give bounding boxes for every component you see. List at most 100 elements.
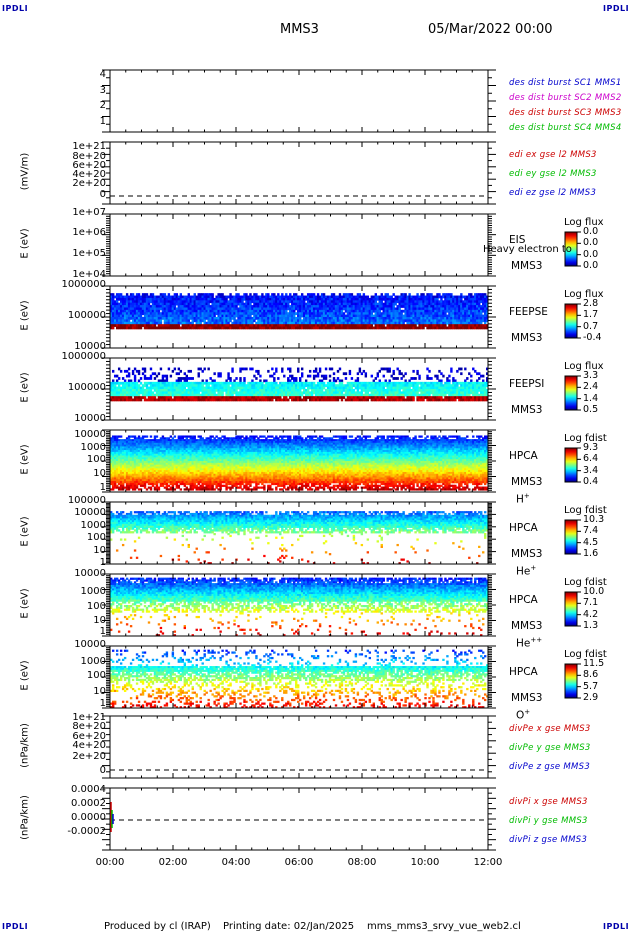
y-axis-label: E (eV) <box>19 588 31 619</box>
colorbar-value: 7.4 <box>583 525 599 537</box>
ytick-label: 10 <box>93 685 106 697</box>
colorbar-value: 2.4 <box>583 381 599 393</box>
ytick-label: 10000 <box>74 413 106 424</box>
legend-entry: edi ey gse l2 MMS3 <box>509 169 597 179</box>
panel-ticks <box>102 645 496 709</box>
date-title: 05/Mar/2022 00:00 <box>428 22 553 37</box>
corner-label-top-left: IPDLI <box>2 4 29 13</box>
ytick-label: 3 <box>99 84 106 96</box>
colorbar-value: 8.6 <box>583 669 599 681</box>
hpca-hepp-spectrogram <box>110 577 489 637</box>
colorbar <box>564 591 578 627</box>
colorbar-value: 0.7 <box>583 320 599 332</box>
instrument-label: HPCA <box>509 450 538 462</box>
footer-filename: mms_mms3_srvy_vue_web2.cl <box>367 921 521 932</box>
ytick-label: 10000 <box>74 507 106 519</box>
panel-ticks <box>102 69 496 133</box>
colorbar-value: 4.2 <box>583 608 599 620</box>
legend-entry: des dist burst SC2 MMS2 <box>509 93 622 103</box>
ytick-label: 1000000 <box>61 279 106 290</box>
panel-ticks <box>102 213 496 277</box>
legend-entry: edi ez gse l2 MMS3 <box>509 188 597 198</box>
ytick-label: 1e+04 <box>72 269 106 280</box>
colorbar-title: Log fdist <box>564 577 607 588</box>
spacecraft-label: MMS3 <box>511 476 543 488</box>
species-label: He++ <box>516 636 543 650</box>
ytick-label: 1e+05 <box>72 247 106 259</box>
ytick-label: 1 <box>99 481 106 493</box>
ytick-label: 1000 <box>80 519 106 531</box>
species-charge: + <box>523 492 530 500</box>
colorbar-title: Log fdist <box>564 433 607 444</box>
ytick-label: 0 <box>99 764 106 776</box>
legend-entry: divPe x gse MMS3 <box>509 724 591 734</box>
y-axis-label: E (eV) <box>19 372 31 403</box>
panel-ticks <box>102 285 496 349</box>
ytick-label: 1000 <box>80 585 106 597</box>
spacecraft-title: MMS3 <box>280 22 319 37</box>
colorbar-value: 1.3 <box>583 620 599 631</box>
hpca-he-spectrogram <box>110 511 489 565</box>
ytick-label: 100 <box>86 601 106 613</box>
ytick-label: 10000 <box>74 429 106 441</box>
species-label: He+ <box>516 564 537 578</box>
ytick-label: 10000 <box>74 639 106 650</box>
corner-label-bottom-left: IPDLI <box>2 922 29 931</box>
feepsi-spectrogram <box>110 367 489 402</box>
colorbar <box>564 303 578 339</box>
overlay-text: Heavy electron to <box>483 244 572 255</box>
ytick-label: 6e+20 <box>72 730 106 742</box>
colorbar-value: 3.4 <box>583 464 599 476</box>
ytick-label: 10000 <box>74 568 106 580</box>
corner-label-top-right: IPDLI <box>603 4 630 13</box>
legend-entry: des dist burst SC3 MMS3 <box>509 108 622 118</box>
ytick-label: 1000 <box>80 441 106 453</box>
y-axis-label: E (eV) <box>19 444 31 475</box>
ytick-label: 100 <box>86 454 106 465</box>
colorbar-value: 2.9 <box>583 692 599 703</box>
eis-panel-frame <box>109 213 489 277</box>
legend-entry: divPe z gse MMS3 <box>509 762 591 772</box>
colorbar-value: 1.4 <box>583 392 599 404</box>
ytick-label: 10 <box>93 615 106 627</box>
corner-label-bottom-right: IPDLI <box>603 922 630 931</box>
x-tick-label: 10:00 <box>410 857 440 868</box>
x-tick-label: 00:00 <box>95 857 125 868</box>
spacecraft-label: MMS3 <box>511 260 543 272</box>
instrument-label: FEEPSE <box>509 306 548 318</box>
hpca-h-spectrogram <box>110 435 489 491</box>
colorbar <box>564 375 578 411</box>
colorbar-value: 1.6 <box>583 548 599 559</box>
divpi-panel-frame <box>109 787 489 851</box>
ytick-label: 1000000 <box>61 351 106 362</box>
species-label: O+ <box>516 708 531 722</box>
y-axis-label: E (eV) <box>19 660 31 691</box>
y-axis-label: E (eV) <box>19 516 31 547</box>
colorbar-title: Log flux <box>564 289 604 300</box>
ytick-label: 0.0000 <box>71 812 106 823</box>
x-tick-label: 08:00 <box>347 857 377 868</box>
legend-entry: divPi x gse MMS3 <box>509 797 588 807</box>
ytick-label: 2e+20 <box>72 178 106 190</box>
ytick-label: 4e+20 <box>72 740 106 751</box>
ytick-label: 1 <box>99 625 106 637</box>
colorbar-value: 5.7 <box>583 680 599 692</box>
ytick-label: 2 <box>99 100 106 112</box>
spacecraft-label: MMS3 <box>511 620 543 632</box>
colorbar-value: 7.1 <box>583 597 599 609</box>
ytick-label: 100000 <box>67 310 106 321</box>
legend-entry: divPi y gse MMS3 <box>509 816 588 826</box>
ytick-label: 8e+20 <box>72 150 106 162</box>
colorbar-value: 3.3 <box>583 370 599 381</box>
ytick-label: 10000 <box>74 341 106 352</box>
legend-entry: divPe y gse MMS3 <box>509 743 591 753</box>
colorbar-value: 1.7 <box>583 309 599 321</box>
instrument-label: HPCA <box>509 594 538 606</box>
ytick-label: 1 <box>99 697 106 709</box>
y-axis-label: E (eV) <box>19 228 31 259</box>
ytick-label: 0 <box>99 188 106 200</box>
footer-printing-date: Printing date: 02/Jan/2025 <box>223 921 355 932</box>
divpe-panel-frame <box>109 715 489 779</box>
ytick-label: 2e+20 <box>72 750 106 762</box>
